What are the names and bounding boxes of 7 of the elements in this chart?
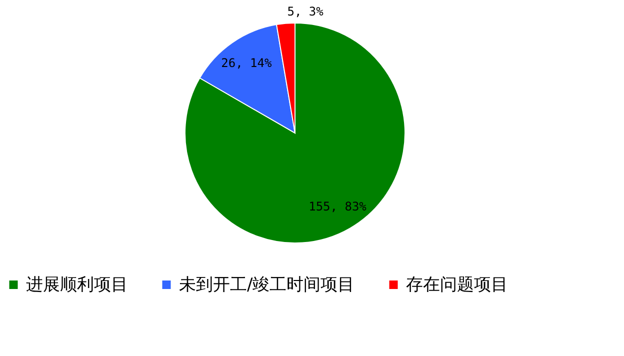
legend-label: 存在问题项目 [406, 274, 508, 295]
legend-label: 进展顺利项目 [26, 274, 128, 295]
pie-slice [184, 22, 406, 244]
data-label: 5, 3% [287, 4, 324, 18]
legend-label: 未到开工/竣工时间项目 [179, 274, 355, 295]
data-label: 155, 83% [308, 200, 368, 214]
data-label: 26, 14% [221, 56, 272, 70]
